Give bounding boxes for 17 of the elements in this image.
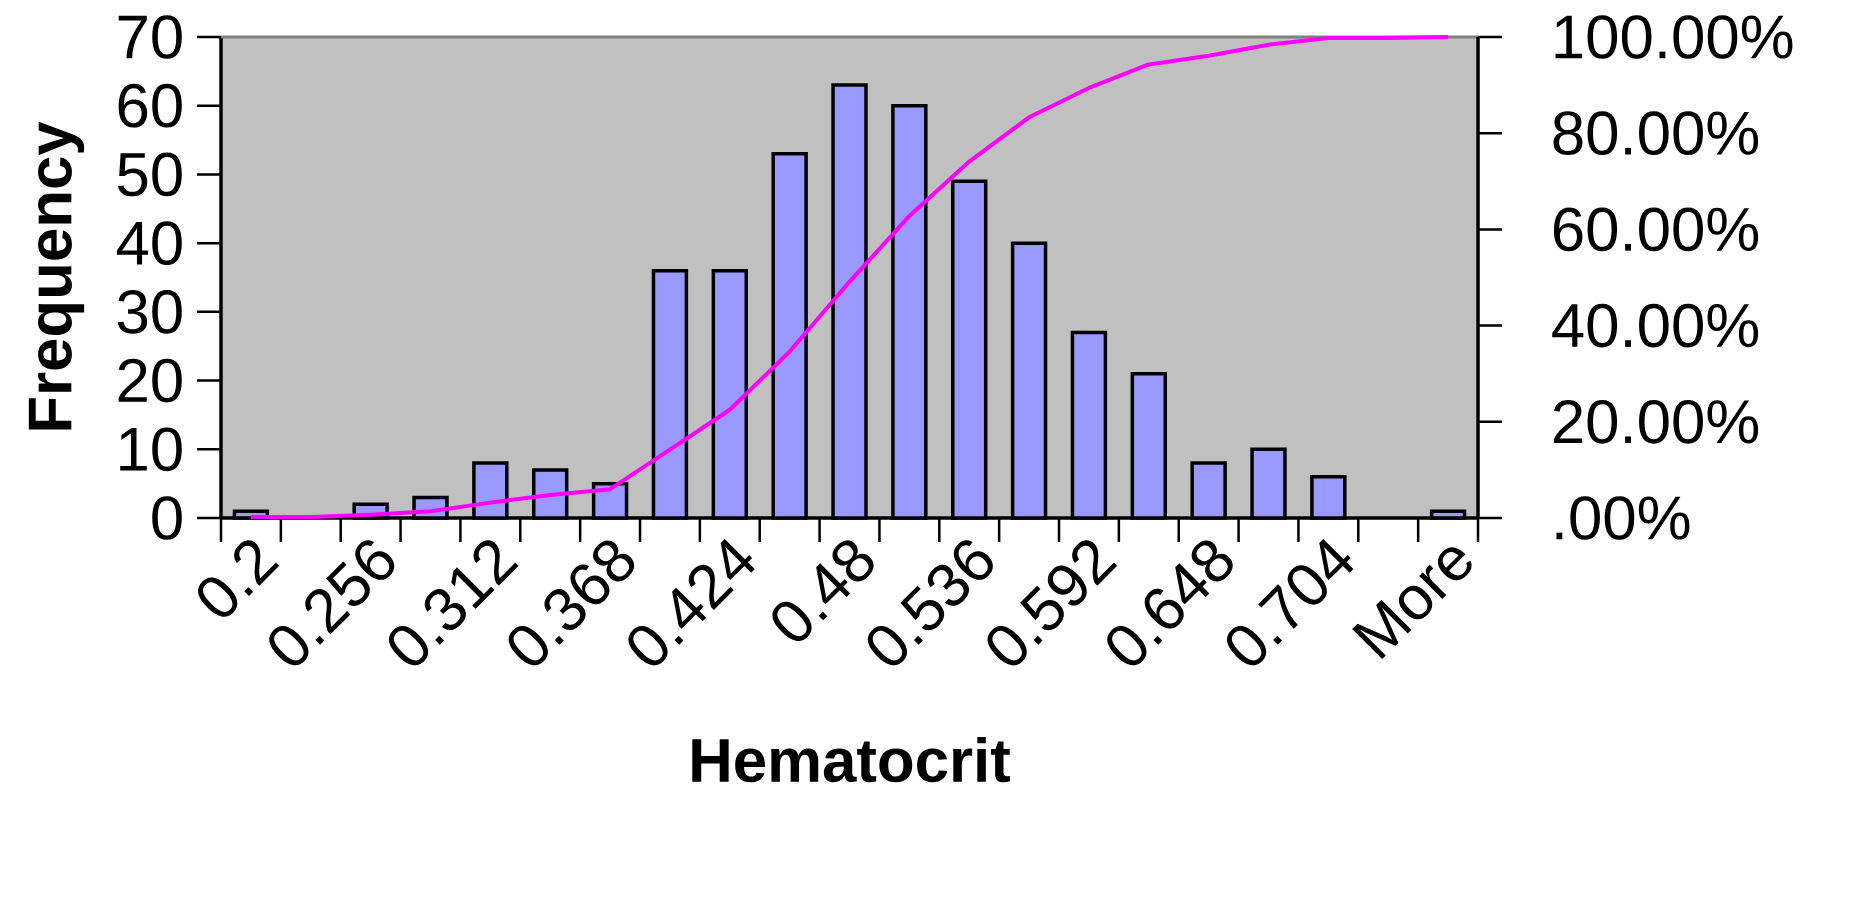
y2-tick-label: 20.00% [1553,399,1759,444]
line-series [248,34,1451,520]
y2-tick-label: .00% [1556,496,1690,540]
y2-tick-label: 60.00% [1553,207,1759,252]
y-tick-label: 50 [117,152,182,197]
y-tick-label: 40 [116,221,182,266]
x-axis-title: Hematocrit [692,736,1011,783]
y-tick-label: 0 [152,496,182,540]
y-tick-label: 20 [118,358,182,403]
y2-tick-label: 80.00% [1553,111,1759,156]
y-tick-label: 30 [117,289,182,334]
y-axis-title: Frequency [28,121,85,430]
y-tick-label: 60 [118,83,182,128]
y-tick-label: 70 [118,15,182,59]
y2-tick-label: 100.00% [1555,15,1793,59]
y2-tick-label: 40.00% [1552,303,1759,348]
y-tick-label: 10 [120,427,182,472]
